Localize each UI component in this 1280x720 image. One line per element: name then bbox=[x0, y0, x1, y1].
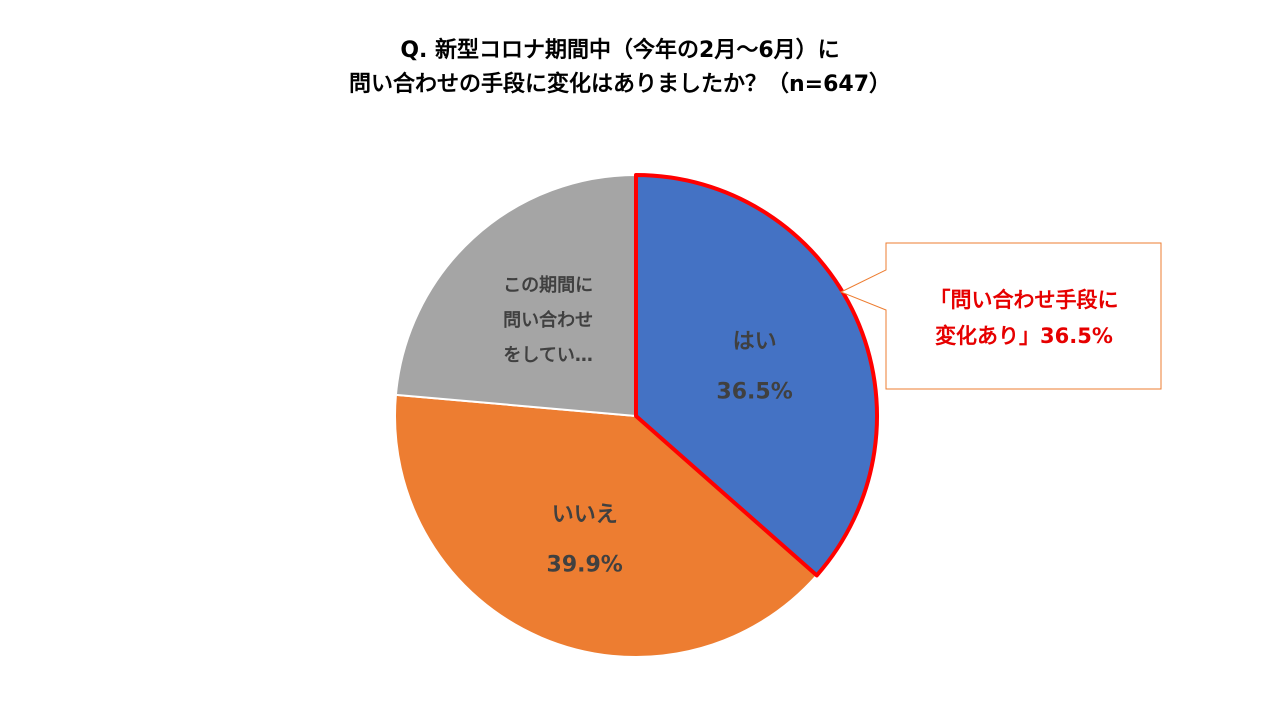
chart-title-line-1: Q. 新型コロナ期間中（今年の2月～6月）に bbox=[400, 38, 840, 63]
chart-title: Q. 新型コロナ期間中（今年の2月～6月）に 問い合わせの手段に変化はありました… bbox=[0, 34, 1240, 102]
chart-title-line-2: 問い合わせの手段に変化はありましたか？（n=647） bbox=[348, 72, 892, 97]
slice-label-3-line-1: この期間に bbox=[503, 275, 593, 296]
slice-label-3-line-2: 問い合わせ bbox=[503, 309, 593, 331]
pie-slice-3 bbox=[394, 173, 637, 418]
slice-label-3-line-3: をしてい… bbox=[503, 345, 592, 366]
slice-value-label-1: 36.5% bbox=[716, 379, 792, 404]
callout-box bbox=[839, 242, 1162, 390]
pie-slice-2 bbox=[394, 393, 819, 659]
highlight-outline-1 bbox=[634, 173, 879, 578]
callout-line-2: 変化あり」36.5% bbox=[935, 324, 1113, 348]
slice-label-2: いいえ bbox=[552, 503, 618, 528]
callout-text: 「問い合わせ手段に 変化あり」36.5% bbox=[887, 282, 1161, 354]
callout-line-1: 「問い合わせ手段に bbox=[929, 288, 1119, 312]
slice-label-1: はい bbox=[733, 329, 777, 354]
slice-value-label-2: 39.9% bbox=[547, 553, 623, 578]
